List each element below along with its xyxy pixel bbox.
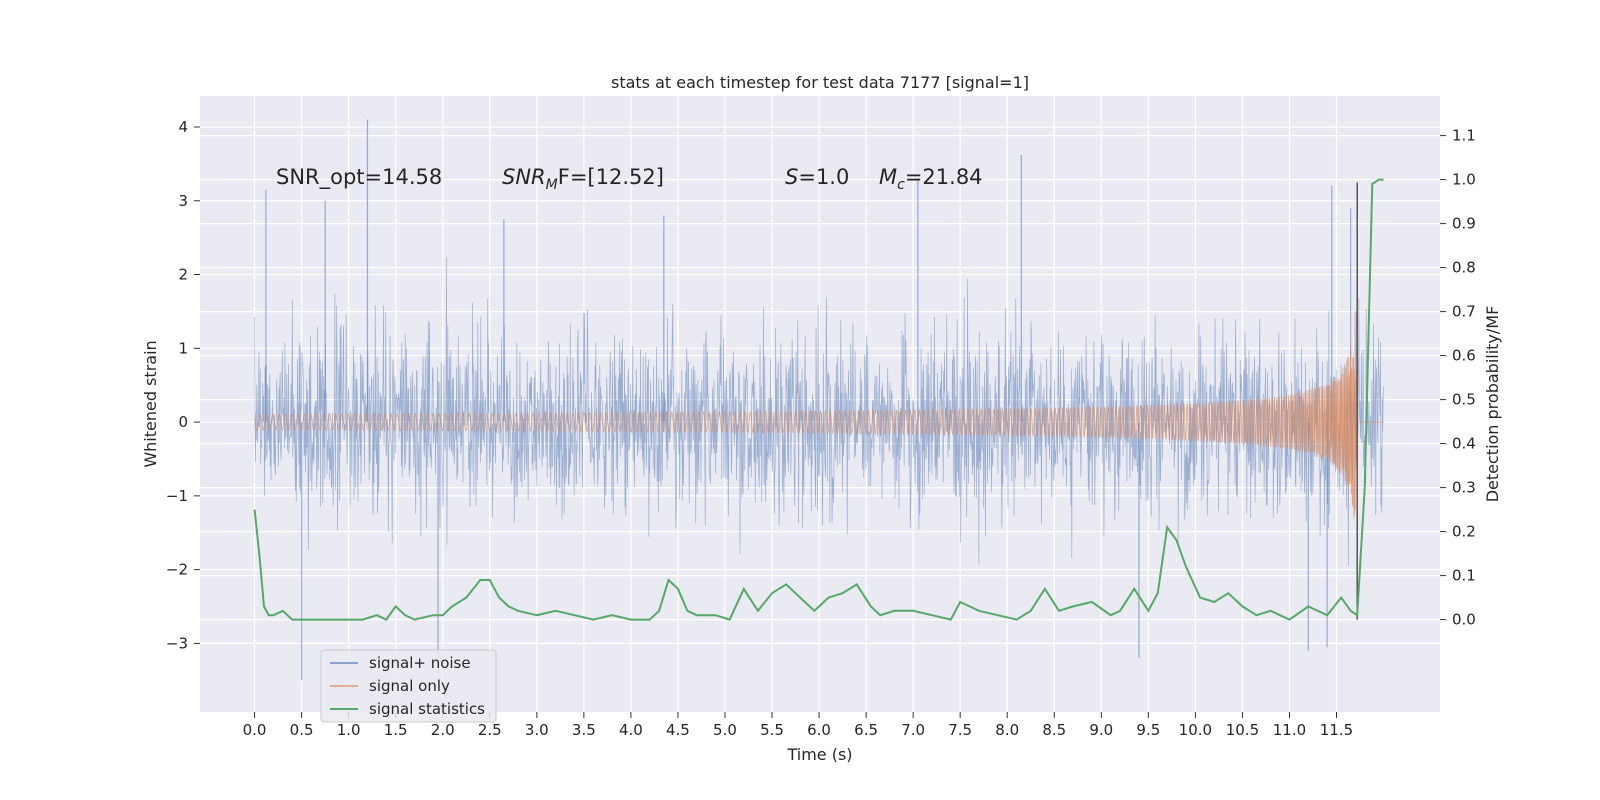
x-tick-label: 0.5 [290,721,314,739]
x-tick-label: 1.0 [337,721,361,739]
y-right-tick-label: 0.4 [1452,435,1476,453]
annotation-snr-opt: SNR_opt=14.58 [276,165,442,190]
y-right-tick-label: 0.6 [1452,347,1476,365]
grid-lines [200,96,1440,712]
x-tick-label: 6.0 [807,721,831,739]
x-tick-label: 11.0 [1273,721,1306,739]
x-tick-label: 0.0 [243,721,267,739]
annotation-snr-mf-subscript: M [546,177,558,193]
annotation-s-value: =1.0 [798,165,849,189]
x-tick-label: 8.5 [1042,721,1066,739]
x-tick-label: 9.0 [1089,721,1113,739]
annotation-mc: Mc=21.84 [879,165,983,193]
annotation-snr-mf-value: F=[12.52] [558,165,664,189]
x-tick-label: 4.0 [619,721,643,739]
annotation-s: S=1.0 [785,165,849,189]
series-signal-only [254,311,1384,519]
x-tick-label: 4.5 [666,721,690,739]
series-signal-statistics [253,178,1384,621]
y-tick-label: 1 [178,339,188,357]
x-tick-label: 9.5 [1136,721,1160,739]
y-tick-label: −3 [166,634,188,652]
x-tick-label: 2.0 [431,721,455,739]
x-axis-label: Time (s) [786,745,852,764]
y-right-tick-label: 0.1 [1452,567,1476,585]
x-tick-label: 3.0 [525,721,549,739]
annotation-s-symbol: S [785,165,798,189]
annotation-snr-mf: SNRMF=[12.52] [502,165,664,193]
x-tick-label: 8.0 [995,721,1019,739]
x-tick-label: 7.5 [948,721,972,739]
y-tick-label: 3 [178,192,188,210]
y-right-tick-label: 0.5 [1452,391,1476,409]
legend: signal+ noise signal only signal statist… [320,649,497,723]
y-tick-label: 0 [178,413,188,431]
x-tick-label: 11.5 [1320,721,1353,739]
chart-title: stats at each timestep for test data 717… [611,73,1029,92]
y-axis-ticks: −3 −2 −1 0 1 2 3 4 [166,118,200,652]
series-layer [253,119,1384,681]
x-tick-label: 5.5 [760,721,784,739]
x-tick-label: 10.5 [1226,721,1259,739]
annotations: SNR_opt=14.58 SNRMF=[12.52] S=1.0 Mc=21.… [276,165,983,193]
y-right-tick-label: 0.2 [1452,523,1476,541]
x-axis-ticks: 0.0 0.5 1.0 1.5 2.0 2.5 3.0 3.5 4.0 4.5 5.0 5.5 6.0 6… [243,712,1353,739]
annotation-snr-mf-symbol: SNR [502,165,546,189]
x-tick-label: 2.5 [478,721,502,739]
legend-label-signal-only: signal only [369,677,450,695]
y-right-tick-label: 0.7 [1452,303,1476,321]
x-tick-label: 1.5 [384,721,408,739]
annotation-mc-subscript: c [897,177,905,193]
series-signal-noise-spikes [265,119,1352,681]
y-right-axis-ticks: 0.0 0.1 0.2 0.3 0.4 0.5 0.6 0.7 0.8 0.9 1.0 1.1 [1440,127,1476,629]
y-right-tick-label: 1.1 [1452,127,1476,145]
y-right-tick-label: 0.3 [1452,479,1476,497]
legend-box [320,649,497,723]
y-tick-label: −1 [166,487,188,505]
x-tick-label: 7.0 [901,721,925,739]
y-right-tick-label: 1.0 [1452,171,1476,189]
y-right-tick-label: 0.8 [1452,259,1476,277]
y-tick-label: 4 [178,118,188,136]
y-right-axis-label: Detection probability/MF [1483,306,1502,503]
x-tick-label: 6.5 [854,721,878,739]
legend-label-signal-noise: signal+ noise [369,654,471,672]
annotation-mc-symbol: M [879,165,897,189]
x-tick-label: 5.0 [713,721,737,739]
legend-label-signal-statistics: signal statistics [369,700,485,718]
y-tick-label: −2 [166,561,188,579]
series-signal-noise [254,257,1384,566]
y-tick-label: 2 [178,266,188,284]
y-right-tick-label: 0.9 [1452,215,1476,233]
annotation-mc-value: =21.84 [905,165,983,189]
y-axis-label: Whitened strain [141,340,160,467]
y-right-tick-label: 0.0 [1452,611,1476,629]
x-tick-label: 10.0 [1179,721,1212,739]
x-tick-label: 3.5 [572,721,596,739]
